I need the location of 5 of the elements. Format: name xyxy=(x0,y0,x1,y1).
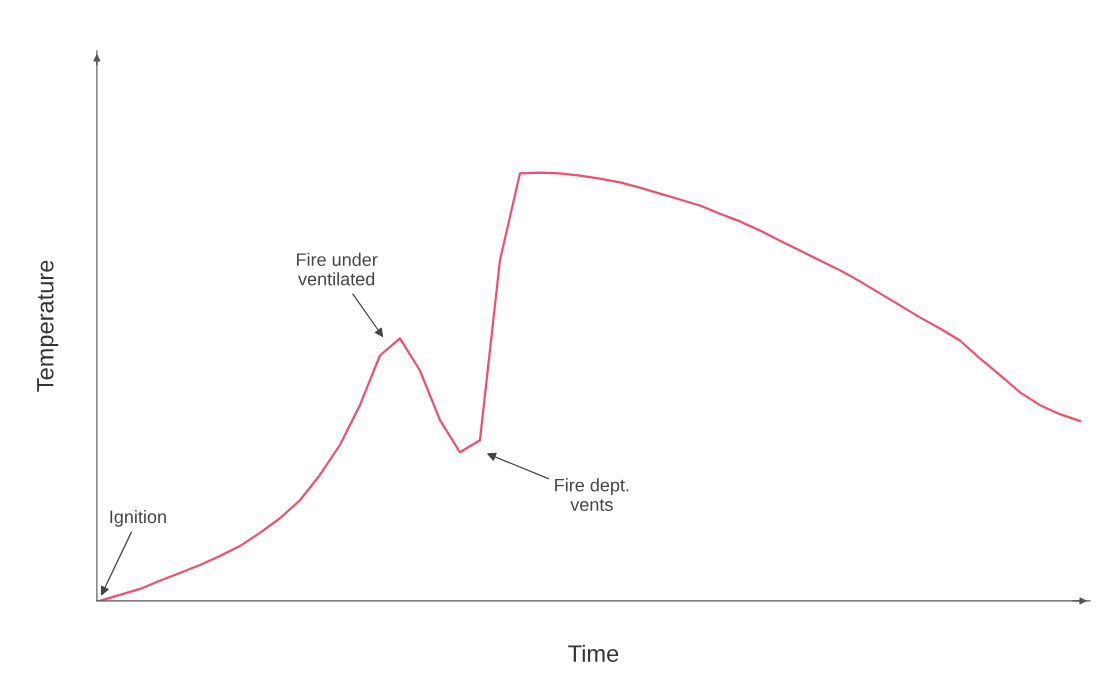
annotation: Fire under ventilated xyxy=(296,252,378,286)
y-axis-title: Temperature xyxy=(37,260,59,392)
x-axis-title: Time xyxy=(568,644,619,663)
annotation: Ignition xyxy=(110,510,166,527)
annotation: Fire dept. vents xyxy=(555,478,629,511)
